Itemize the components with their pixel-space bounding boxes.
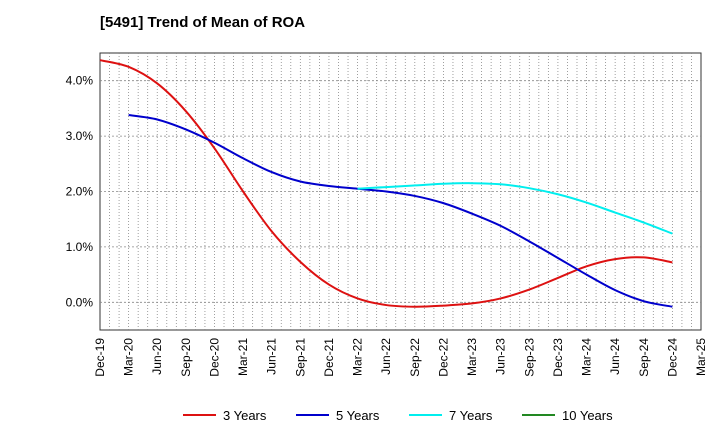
- legend-label-5-years: 5 Years: [336, 408, 380, 423]
- x-tick-label: Sep-21: [293, 338, 307, 377]
- x-tick-label: Mar-22: [351, 338, 365, 376]
- x-tick-label: Jun-21: [265, 338, 279, 375]
- series-line-7-years: [357, 182, 673, 235]
- x-tick-label: Sep-20: [179, 338, 193, 377]
- x-tick-label: Sep-22: [408, 338, 422, 377]
- x-tick-label: Mar-23: [465, 338, 479, 376]
- series-line-5-years: [128, 114, 673, 308]
- x-tick-label: Mar-20: [122, 338, 136, 376]
- y-tick-label: 0.0%: [66, 295, 94, 309]
- legend-label-10-years: 10 Years: [562, 408, 613, 423]
- x-tick-label: Dec-19: [93, 338, 107, 377]
- x-tick-label: Jun-24: [608, 338, 622, 375]
- chart-title: [5491] Trend of Mean of ROA: [100, 14, 306, 31]
- legend-label-3-years: 3 Years: [223, 408, 267, 423]
- legend-label-7-years: 7 Years: [449, 408, 493, 423]
- y-tick-label: 2.0%: [66, 185, 94, 199]
- x-tick-label: Dec-23: [551, 338, 565, 377]
- x-tick-label: Dec-24: [665, 338, 679, 377]
- y-tick-label: 3.0%: [66, 129, 94, 143]
- x-tick-label: Dec-20: [207, 338, 221, 377]
- x-tick-label: Jun-20: [150, 338, 164, 375]
- x-tick-label: Jun-23: [494, 338, 508, 375]
- x-tick-label: Dec-21: [322, 338, 336, 377]
- y-tick-label: 4.0%: [66, 74, 94, 88]
- x-tick-label: Jun-22: [379, 338, 393, 375]
- y-tick-label: 1.0%: [66, 240, 94, 254]
- x-tick-label: Dec-22: [436, 338, 450, 377]
- x-tick-label: Mar-24: [580, 338, 594, 376]
- x-tick-label: Mar-25: [694, 338, 708, 376]
- x-tick-label: Mar-21: [236, 338, 250, 376]
- x-tick-label: Sep-23: [522, 338, 536, 377]
- x-tick-label: Sep-24: [637, 338, 651, 377]
